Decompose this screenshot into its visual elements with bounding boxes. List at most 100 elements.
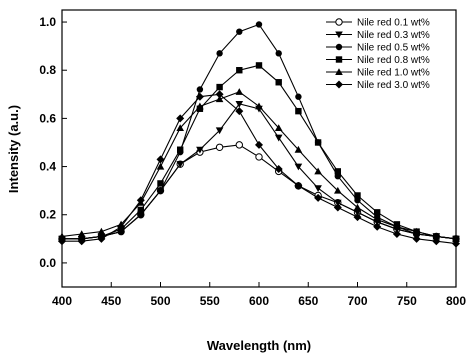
data-point: [157, 180, 164, 187]
data-point: [255, 21, 263, 28]
data-point: [373, 222, 382, 231]
data-point: [137, 206, 144, 214]
series-line: [61, 91, 457, 240]
legend-marker: [335, 31, 343, 39]
data-point: [333, 203, 342, 212]
y-tick-label: 0.0: [39, 256, 56, 270]
data-point: [97, 234, 106, 243]
legend-label: Nile red 0.1 wt%: [357, 18, 430, 29]
data-point: [274, 124, 283, 132]
legend-label: Nile red 1.0 wt%: [357, 68, 430, 79]
series-line: [62, 64, 457, 240]
data-point: [58, 232, 66, 240]
legend-item: Nile red 1.0 wt%: [326, 68, 430, 79]
data-point: [354, 197, 361, 204]
data-point: [176, 114, 185, 123]
legend-item: Nile red 0.8 wt%: [326, 55, 430, 66]
x-tick-label: 550: [200, 294, 220, 308]
y-tick-label: 0.4: [39, 160, 56, 174]
data-point: [157, 187, 164, 194]
data-point: [294, 163, 303, 171]
legend-item: Nile red 0.3 wt%: [326, 30, 430, 41]
data-point: [216, 50, 223, 57]
data-point: [412, 234, 421, 243]
data-point: [354, 192, 361, 199]
data-point: [353, 209, 362, 217]
data-point: [295, 107, 302, 115]
data-point: [235, 107, 244, 116]
data-point: [215, 90, 224, 99]
series-layer: [58, 21, 460, 248]
data-point: [215, 95, 224, 103]
data-point: [236, 28, 243, 35]
data-point: [295, 93, 302, 100]
y-axis: 0.0 0.2 0.4 0.6 0.8 1.0: [39, 15, 67, 270]
data-point: [294, 181, 303, 190]
legend-marker: [335, 56, 343, 63]
y-tick-label: 1.0: [39, 15, 56, 29]
x-axis: 400 450 500 550 600 650 700 750 800: [52, 282, 466, 308]
data-point: [353, 203, 362, 211]
data-point: [176, 124, 184, 132]
data-point: [137, 211, 144, 218]
data-point: [196, 146, 204, 154]
legend-marker: [335, 18, 343, 26]
data-point: [412, 227, 421, 235]
legend-item: Nile red 0.5 wt%: [326, 43, 430, 54]
x-tick-label: 400: [52, 294, 72, 308]
data-point: [334, 186, 342, 194]
x-tick-label: 600: [249, 294, 269, 308]
data-point: [432, 237, 441, 246]
data-point: [196, 102, 204, 110]
data-point: [314, 185, 322, 193]
data-point: [432, 232, 441, 240]
legend-marker: [335, 68, 343, 75]
data-point: [136, 196, 145, 205]
legend-marker: [335, 80, 343, 89]
data-point: [274, 164, 283, 173]
data-point: [334, 199, 342, 207]
data-point: [235, 141, 244, 149]
x-tick-label: 450: [101, 294, 121, 308]
data-point: [255, 62, 263, 69]
y-tick-label: 0.6: [39, 111, 56, 125]
data-point: [314, 193, 323, 202]
data-point: [275, 79, 282, 86]
y-tick-label: 0.8: [39, 63, 56, 77]
data-point: [156, 155, 165, 164]
x-tick-label: 700: [347, 294, 367, 308]
data-point: [58, 237, 66, 246]
data-point: [255, 153, 263, 161]
data-point: [393, 222, 401, 230]
data-point: [314, 167, 322, 175]
data-point: [196, 86, 204, 93]
data-point: [255, 140, 263, 149]
data-point: [97, 227, 106, 235]
data-point: [235, 88, 244, 95]
legend-marker: [335, 43, 343, 51]
legend-label: Nile red 3.0 wt%: [357, 80, 430, 91]
data-point: [452, 239, 460, 248]
data-point: [314, 139, 322, 146]
data-point: [334, 168, 341, 175]
data-point: [373, 215, 381, 223]
data-point: [274, 134, 283, 142]
legend-item: Nile red 0.1 wt%: [326, 18, 430, 29]
data-point: [294, 145, 303, 153]
data-point: [235, 100, 244, 108]
x-tick-label: 800: [446, 294, 466, 308]
y-tick-label: 0.2: [39, 208, 56, 222]
x-axis-title: Wavelength (nm): [207, 338, 311, 353]
y-axis-title: Intensity (a.u.): [6, 105, 21, 193]
data-point: [353, 213, 362, 222]
x-tick-label: 500: [150, 294, 170, 308]
data-point: [215, 127, 224, 135]
data-point: [215, 143, 224, 151]
data-point: [156, 162, 165, 170]
data-point: [334, 173, 341, 180]
x-tick-label: 650: [298, 294, 318, 308]
legend-item: Nile red 3.0 wt%: [326, 80, 430, 91]
data-point: [77, 230, 86, 238]
data-point: [216, 83, 223, 91]
